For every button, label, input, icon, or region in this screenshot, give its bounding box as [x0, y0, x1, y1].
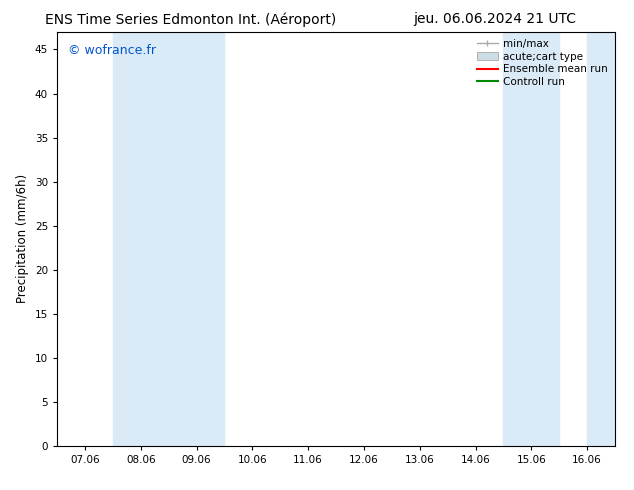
- Bar: [113, 32, 224, 446]
- Text: ENS Time Series Edmonton Int. (Aéroport): ENS Time Series Edmonton Int. (Aéroport): [44, 12, 336, 27]
- Legend: min/max, acute;cart type, Ensemble mean run, Controll run: min/max, acute;cart type, Ensemble mean …: [475, 37, 610, 89]
- Bar: [503, 32, 559, 446]
- Text: jeu. 06.06.2024 21 UTC: jeu. 06.06.2024 21 UTC: [413, 12, 576, 26]
- Y-axis label: Precipitation (mm/6h): Precipitation (mm/6h): [16, 174, 29, 303]
- Bar: [587, 32, 615, 446]
- Text: © wofrance.fr: © wofrance.fr: [68, 44, 156, 57]
